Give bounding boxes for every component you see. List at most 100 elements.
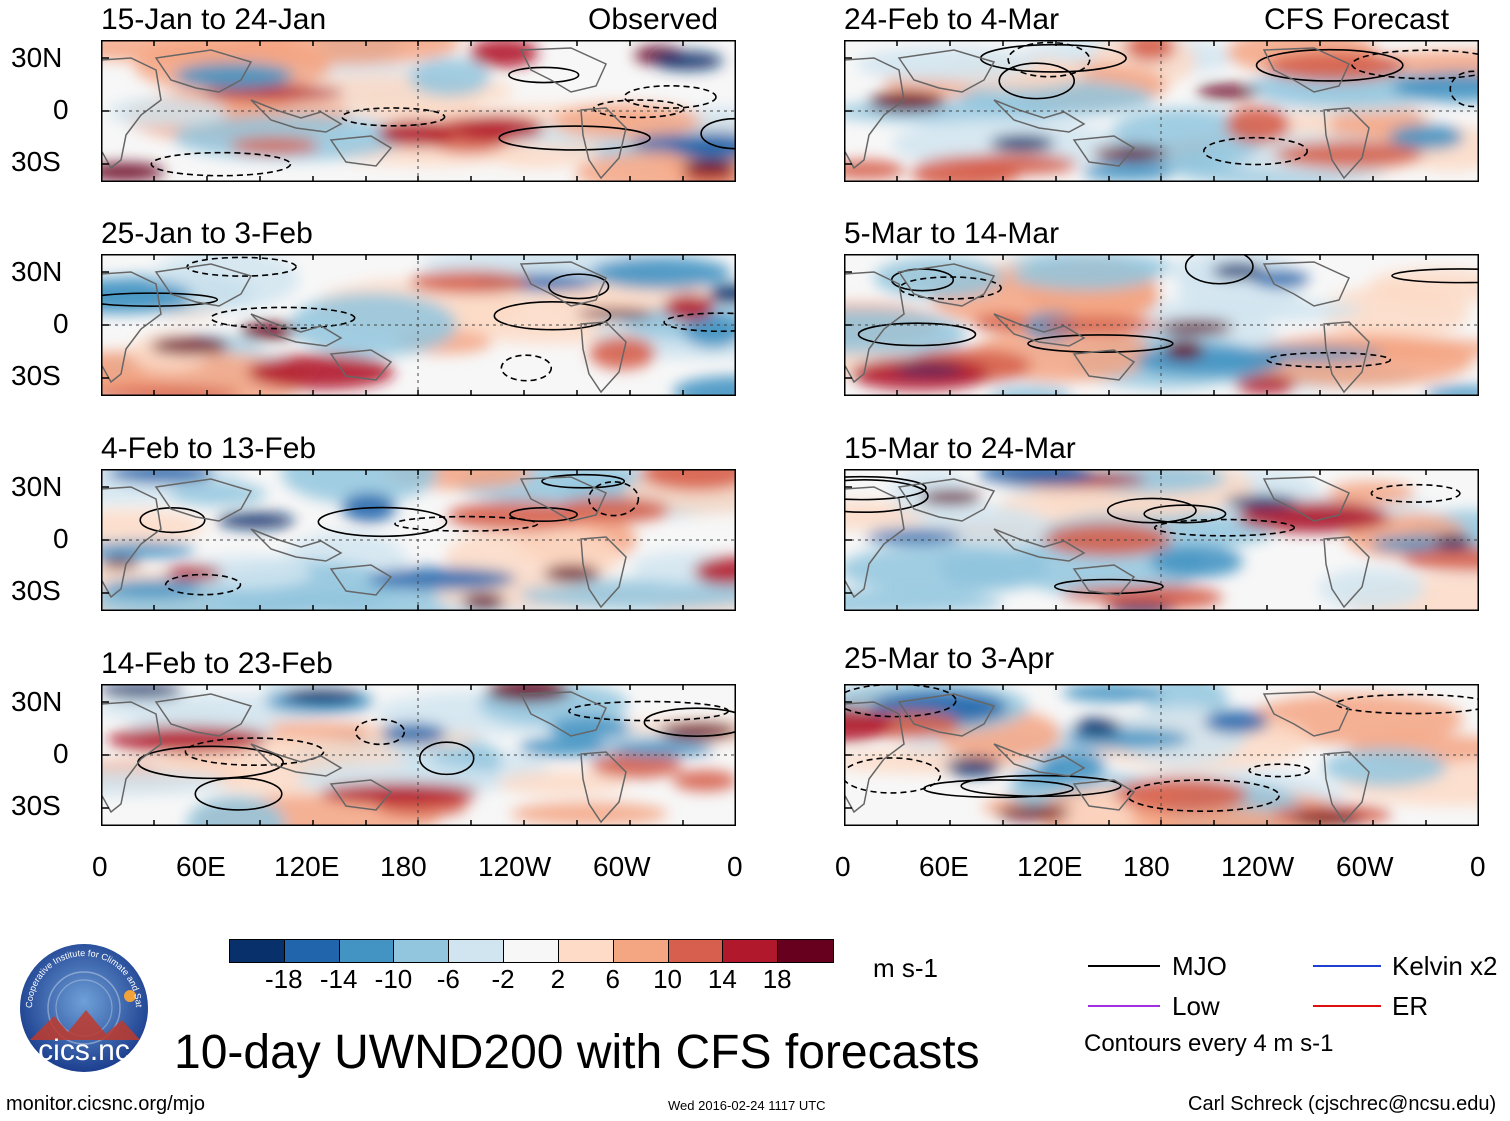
- anomaly-core: [588, 336, 656, 370]
- contour-positive: [541, 473, 626, 489]
- contour-positive: [1027, 334, 1174, 353]
- legend-mjo-line: [1088, 965, 1160, 967]
- coastline: [154, 693, 253, 737]
- contour-positive: [317, 506, 448, 538]
- anomaly-core: [989, 134, 1056, 152]
- contour-negative: [1370, 483, 1461, 503]
- anomaly-core: [1392, 72, 1479, 103]
- contour-negative: [500, 354, 553, 382]
- anomaly-blob: [552, 103, 702, 139]
- anomaly-core: [107, 469, 215, 484]
- contour-positive: [844, 475, 927, 501]
- anomaly-core: [283, 687, 360, 704]
- coastline: [1323, 536, 1370, 609]
- anomaly-core: [164, 565, 223, 581]
- anomaly-core: [543, 565, 601, 582]
- colorbar-tick-label: 2: [550, 964, 566, 994]
- xtick-left: 0: [92, 851, 108, 882]
- contour-negative: [568, 700, 730, 722]
- colorbar-tick-label: -2: [491, 964, 515, 994]
- contour-negative: [1335, 693, 1479, 715]
- colorbar-tick-label: -6: [436, 964, 460, 994]
- coastline: [1262, 47, 1350, 93]
- anomaly-core: [1235, 374, 1296, 395]
- ytick-eq: 0: [53, 523, 69, 554]
- coastline: [101, 701, 162, 814]
- panel-title-left-3: 4-Feb to 13-Feb: [101, 432, 317, 465]
- colorbar-tick-label: 14: [707, 964, 737, 994]
- anomaly-core: [101, 386, 241, 396]
- colorbar-cell: [448, 939, 505, 963]
- contour-positive: [998, 62, 1076, 100]
- anomaly-core: [1204, 710, 1269, 734]
- colorbar-cell: [283, 939, 340, 963]
- xtick-right: 60E: [919, 851, 969, 882]
- xtick-left: 120W: [478, 851, 552, 882]
- units-label: m s-1: [873, 953, 938, 983]
- contour-negative: [1266, 351, 1392, 368]
- anomaly-core: [996, 805, 1071, 821]
- anomaly-blob: [186, 795, 286, 826]
- anomaly-core: [945, 757, 1001, 777]
- coastline: [154, 263, 253, 307]
- anomaly-core: [229, 137, 320, 155]
- anomaly-core: [1388, 124, 1464, 150]
- anomaly-blob: [856, 46, 1036, 82]
- ytick-30s: 30S: [11, 790, 61, 821]
- anomaly-core: [894, 364, 964, 375]
- xtick-right: 60W: [1336, 851, 1394, 882]
- anomaly-core: [548, 716, 632, 740]
- anomaly-core: [1212, 263, 1264, 280]
- anomaly-core: [1062, 684, 1162, 703]
- anomaly-core: [663, 294, 715, 321]
- anomaly-core: [469, 40, 539, 68]
- coastline: [844, 271, 905, 384]
- ytick-30n: 30N: [11, 42, 63, 73]
- xtick-right: 0: [1470, 851, 1486, 882]
- panel-frame: [101, 469, 736, 611]
- anomaly-core: [204, 85, 345, 101]
- anomaly-core: [150, 337, 230, 355]
- anomaly-core: [1237, 501, 1390, 533]
- coastline: [993, 313, 1086, 347]
- anomaly-core: [1082, 161, 1175, 181]
- anomaly-core: [865, 529, 962, 544]
- anomaly-core: [1225, 106, 1291, 144]
- xtick-right: 180: [1123, 851, 1170, 882]
- coastline: [1072, 564, 1136, 596]
- colorbar-tick-label: 18: [762, 964, 792, 994]
- anomaly-blob: [497, 770, 628, 796]
- contour-negative: [1449, 70, 1479, 108]
- anomaly-field: [101, 254, 736, 396]
- anomaly-core: [1402, 546, 1479, 572]
- anomaly-blob: [873, 257, 1004, 299]
- anomaly-core: [631, 134, 730, 152]
- anomaly-field: [844, 254, 1479, 396]
- anomaly-core: [107, 726, 268, 753]
- anomaly-blob: [1318, 567, 1425, 610]
- coastline: [993, 528, 1086, 562]
- coastline: [101, 271, 162, 384]
- anomaly-core: [378, 119, 455, 148]
- anomaly-core: [1196, 84, 1259, 99]
- contour-negative: [1126, 779, 1280, 813]
- panel-frame: [844, 469, 1479, 611]
- colorbar-cell: [777, 939, 835, 963]
- anomaly-blob: [1152, 808, 1296, 826]
- anomaly-core: [919, 490, 983, 505]
- panel-title-right-4: 25-Mar to 3-Apr: [844, 642, 1055, 675]
- coastline: [580, 751, 627, 824]
- contour-positive: [548, 273, 610, 300]
- coastline: [897, 263, 996, 307]
- coastline: [519, 261, 607, 307]
- observed-label: Observed: [588, 3, 719, 36]
- panel-frame: [844, 684, 1479, 826]
- anomaly-core: [683, 312, 736, 348]
- map-panel-right-1: [844, 40, 1479, 182]
- contour-positive: [857, 322, 977, 347]
- anomaly-core: [247, 354, 395, 390]
- anomaly-blob: [409, 57, 491, 97]
- ytick-30n: 30N: [11, 686, 63, 717]
- coastline: [1072, 349, 1136, 381]
- xtick-right: 120E: [1017, 851, 1083, 882]
